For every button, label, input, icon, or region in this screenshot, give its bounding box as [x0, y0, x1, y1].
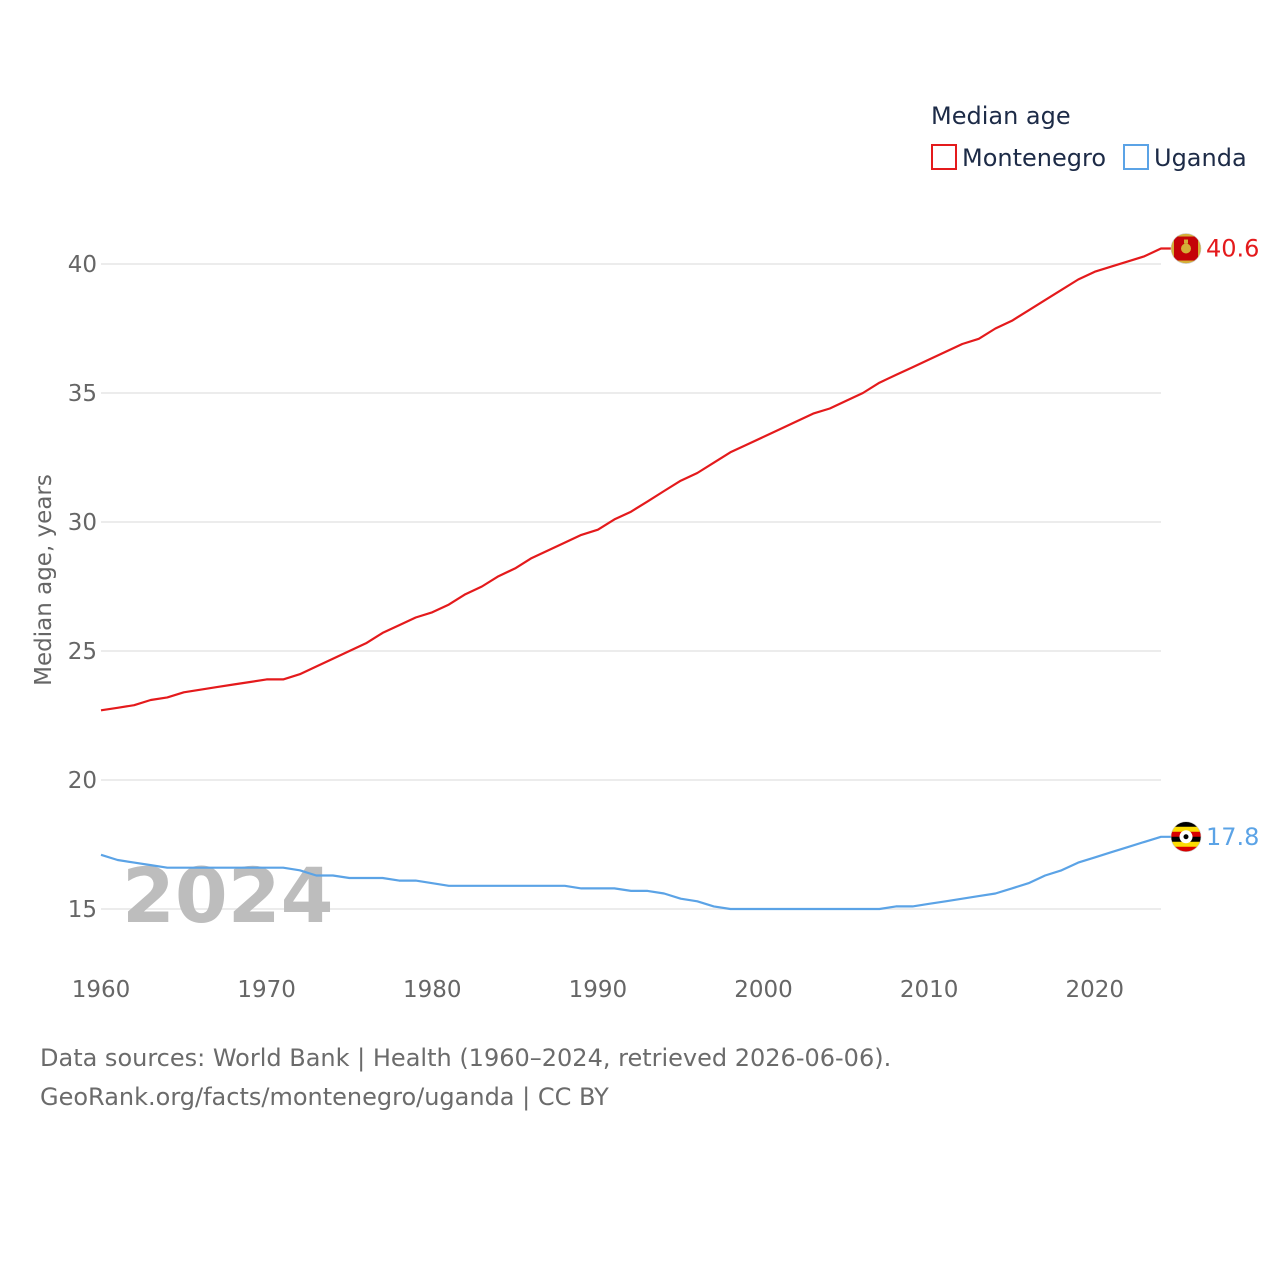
- y-axis-label: Median age, years: [31, 474, 57, 686]
- series-endpoints: 40.6 17.8: [1170, 233, 1259, 853]
- legend-item-montenegro[interactable]: Montenegro: [931, 144, 1106, 172]
- legend-title: Median age: [931, 102, 1071, 130]
- x-tick-label: 1960: [72, 977, 131, 1003]
- montenegro-flag-icon: [1170, 233, 1202, 264]
- y-tick-label: 30: [68, 510, 97, 536]
- x-tick-label: 1990: [569, 977, 628, 1003]
- legend: Median age Montenegro Uganda: [931, 102, 1247, 172]
- year-watermark: 2024: [122, 851, 334, 940]
- y-tick-label: 15: [68, 897, 97, 923]
- footer-attribution[interactable]: GeoRank.org/facts/montenegro/uganda | CC…: [40, 1083, 609, 1111]
- x-tick-label: 1980: [403, 977, 462, 1003]
- y-tick-label: 20: [68, 768, 97, 794]
- end-label-uganda: 17.8: [1206, 823, 1259, 851]
- legend-swatch-montenegro: [931, 144, 957, 170]
- y-tick-label: 40: [68, 252, 97, 278]
- x-tick-label: 2000: [734, 977, 793, 1003]
- series-lines: [100, 247, 1186, 911]
- y-axis-ticks: 15 20 25 30 35 40: [68, 252, 97, 923]
- uganda-flag-icon: [1170, 821, 1202, 853]
- x-axis-ticks: 1960 1970 1980 1990 2000 2010 2020: [72, 977, 1124, 1003]
- grid-lines: [101, 263, 1161, 910]
- legend-label-montenegro: Montenegro: [962, 144, 1106, 172]
- end-label-montenegro: 40.6: [1206, 235, 1259, 263]
- y-tick-label: 35: [68, 381, 97, 407]
- footer-sources: Data sources: World Bank | Health (1960–…: [40, 1044, 892, 1072]
- legend-item-uganda[interactable]: Uganda: [1123, 144, 1247, 172]
- x-tick-label: 2010: [900, 977, 959, 1003]
- series-line-montenegro: [100, 247, 1186, 712]
- legend-label-uganda: Uganda: [1154, 144, 1247, 172]
- x-tick-label: 2020: [1065, 977, 1124, 1003]
- legend-swatch-uganda: [1123, 144, 1149, 170]
- x-tick-label: 1970: [237, 977, 296, 1003]
- y-tick-label: 25: [68, 639, 97, 665]
- series-line-uganda: [100, 835, 1186, 911]
